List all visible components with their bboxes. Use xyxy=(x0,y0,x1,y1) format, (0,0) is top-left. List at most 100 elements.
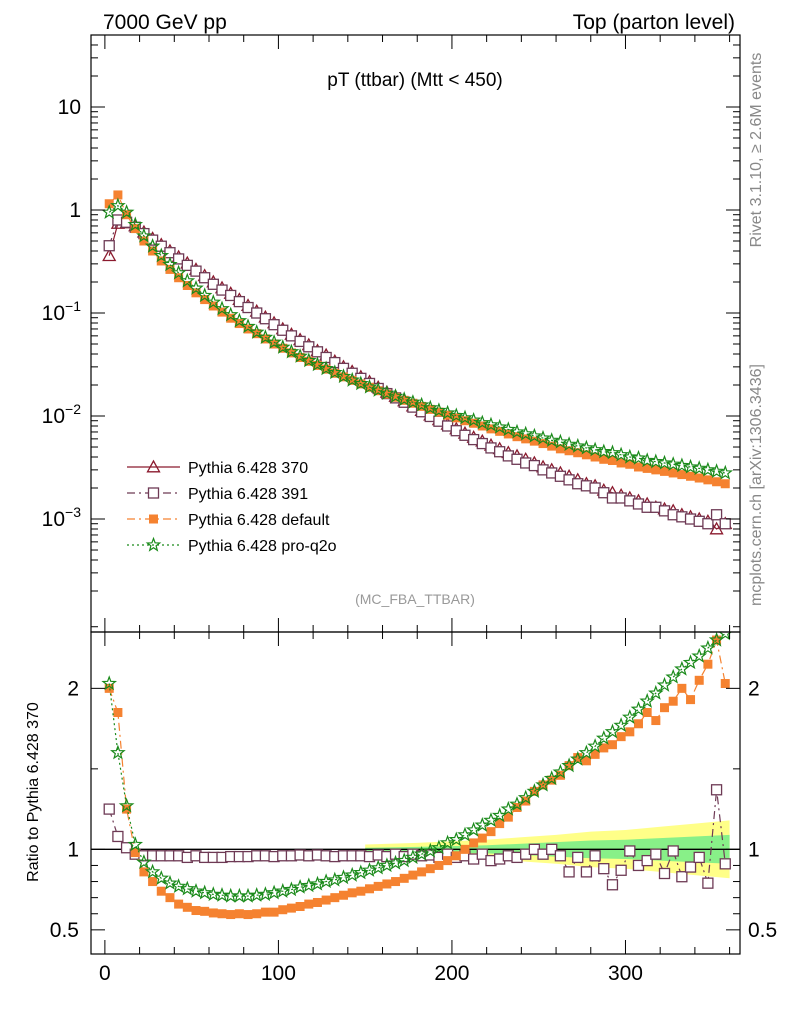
data-point xyxy=(434,860,444,870)
data-point xyxy=(101,675,118,691)
data-point xyxy=(396,391,413,407)
data-point xyxy=(425,404,435,414)
legend-label: Pythia 6.428 370 xyxy=(188,460,308,477)
series-1 xyxy=(103,214,731,530)
data-point xyxy=(599,454,609,464)
data-point xyxy=(240,887,256,903)
data-point xyxy=(651,465,661,475)
data-point xyxy=(607,740,617,750)
data-point xyxy=(457,409,473,425)
data-point xyxy=(712,477,722,487)
rivet-label: Rivet 3.1.10, ≥ 2.6M events xyxy=(748,53,765,248)
data-point xyxy=(174,273,184,283)
data-point xyxy=(136,853,152,869)
data-point xyxy=(148,246,158,256)
data-point xyxy=(474,414,491,430)
data-point xyxy=(621,448,638,464)
y-tick-label: 10−3 xyxy=(42,504,82,531)
data-point xyxy=(710,784,723,796)
data-point xyxy=(102,248,117,262)
data-point xyxy=(379,385,395,401)
data-point xyxy=(573,753,583,763)
data-point xyxy=(188,279,204,295)
data-point xyxy=(139,236,149,246)
ratio-y-tick-label: 0.5 xyxy=(50,919,79,942)
data-point xyxy=(561,436,577,452)
data-point xyxy=(639,452,655,468)
data-point xyxy=(590,749,600,759)
data-point xyxy=(422,842,439,858)
data-point xyxy=(624,845,636,857)
data-point xyxy=(196,884,213,900)
ratio-series-group xyxy=(101,632,732,920)
data-point xyxy=(233,295,246,308)
data-point xyxy=(405,849,421,865)
data-point xyxy=(589,850,601,862)
data-point xyxy=(259,313,272,325)
data-point xyxy=(153,247,170,263)
series-1 xyxy=(104,635,730,920)
legend-entry: Pythia 6.428 370 xyxy=(127,459,308,477)
data-point xyxy=(304,899,314,909)
data-point xyxy=(335,368,352,384)
data-point xyxy=(668,696,678,706)
data-point xyxy=(616,732,626,742)
data-point xyxy=(304,356,314,366)
data-point xyxy=(252,329,262,339)
data-point xyxy=(370,381,387,397)
data-point xyxy=(274,339,291,354)
x-tick-label: 200 xyxy=(434,962,469,985)
data-point xyxy=(190,265,202,277)
data-point xyxy=(170,878,187,894)
legend-entry: Pythia 6.428 pro-q2o xyxy=(127,536,337,555)
data-point xyxy=(127,216,144,232)
data-point xyxy=(668,468,678,478)
data-point xyxy=(382,389,392,399)
data-point xyxy=(665,456,682,471)
data-point xyxy=(199,272,211,284)
data-point xyxy=(700,461,716,477)
series-3 xyxy=(101,197,734,480)
data-point xyxy=(708,463,725,479)
data-point xyxy=(486,827,496,837)
data-point xyxy=(509,423,525,439)
data-point xyxy=(257,329,274,344)
data-point xyxy=(616,458,626,468)
legend-label: Pythia 6.428 default xyxy=(188,512,330,529)
data-point xyxy=(702,877,714,889)
data-point xyxy=(572,851,584,864)
data-point xyxy=(702,518,714,530)
data-point xyxy=(660,466,670,476)
data-point xyxy=(231,312,248,328)
data-point xyxy=(156,886,166,896)
data-point xyxy=(625,459,635,469)
data-point xyxy=(179,880,196,896)
data-point xyxy=(188,882,204,898)
data-point xyxy=(658,867,671,880)
data-point xyxy=(434,407,444,417)
data-point xyxy=(162,874,178,890)
y-tick-label: 10 xyxy=(58,96,81,119)
ratio-panel: 0.5 0.5 1 1 2 2 0 100 200 300 Ratio to Pythia 6.… xyxy=(25,35,777,985)
data-point xyxy=(642,708,652,717)
data-point xyxy=(656,454,673,470)
data-point xyxy=(694,473,704,483)
data-point xyxy=(179,272,196,288)
data-point xyxy=(118,797,135,813)
data-point xyxy=(240,318,256,334)
data-point xyxy=(182,902,192,912)
mcplots-label: mcplots.cern.ch [arXiv:1306.3436] xyxy=(748,364,765,606)
data-point xyxy=(225,289,237,302)
data-point xyxy=(222,306,239,322)
data-point xyxy=(251,307,263,319)
data-point xyxy=(295,352,305,362)
data-point xyxy=(607,455,617,465)
data-point xyxy=(569,437,586,453)
data-point xyxy=(182,280,192,290)
data-point xyxy=(165,264,175,274)
data-point xyxy=(196,287,213,303)
y-tick-label: 1 xyxy=(69,199,81,222)
legend-label: Pythia 6.428 pro-q2o xyxy=(188,538,337,555)
ratio-y-tick-label: 2 xyxy=(67,677,79,700)
data-point xyxy=(486,424,496,434)
